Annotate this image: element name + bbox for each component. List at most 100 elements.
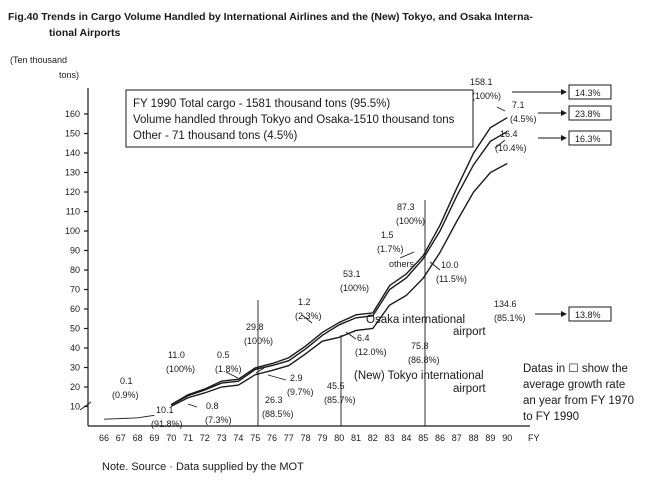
ann-19-share: (10.4%) bbox=[495, 143, 527, 153]
x-tick-label: 67 bbox=[116, 433, 126, 443]
x-tick-label: 74 bbox=[233, 433, 243, 443]
y-unit-label-line1: (Ten thousand bbox=[10, 55, 67, 65]
arrowhead-growth-4 bbox=[561, 311, 567, 317]
ann-12-value: 45.5 bbox=[327, 381, 345, 391]
info-box bbox=[125, 89, 474, 148]
legend-note-line4: to FY 1990 bbox=[523, 411, 579, 423]
ann-2-share: (91.8%) bbox=[151, 419, 183, 429]
y-tick-label: 20 bbox=[70, 382, 80, 392]
growth-rate-1: 14.3% bbox=[575, 88, 601, 98]
ann-5-value: 0.5 bbox=[217, 350, 230, 360]
pointer-j bbox=[494, 139, 506, 149]
source-note: Note. Source · Data supplied by the MOT bbox=[102, 461, 304, 473]
info-line-2: Volume handled through Tokyo and Osaka-1… bbox=[133, 114, 455, 126]
growth-rate-box-4 bbox=[568, 306, 612, 322]
ann-17-share: (100%) bbox=[472, 91, 501, 101]
y-unit-label-line2: tons) bbox=[59, 70, 79, 80]
pointer-c bbox=[225, 371, 239, 379]
ann-12-share: (85.7%) bbox=[324, 395, 356, 405]
y-tick-label: 70 bbox=[70, 285, 80, 295]
x-ticks: 66 67 68 69 70 71 72 73 74 75 76 77 78 79 80 81 82 83 84 85… bbox=[99, 433, 512, 443]
ann-1-share: (0.9%) bbox=[112, 390, 139, 400]
y-ticks: 10 20 30 40 50 60 70 80 90 100 110 120 130 140 150 160 bbox=[65, 109, 88, 412]
x-tick-label: 84 bbox=[401, 433, 411, 443]
ann-13-value: 87.3 bbox=[397, 202, 415, 212]
y-tick-label: 10 bbox=[70, 402, 80, 412]
x-tick-label: 90 bbox=[502, 433, 512, 443]
y-tick-label: 50 bbox=[70, 324, 80, 334]
ann-15-share: (11.5%) bbox=[436, 274, 467, 284]
info-line-3: Other - 71 thousand tons (4.5%) bbox=[133, 130, 297, 142]
label-tokyo-line2: airport bbox=[453, 383, 486, 395]
label-others: others bbox=[389, 259, 415, 269]
x-tick-label: 87 bbox=[452, 433, 462, 443]
x-tick-label: 71 bbox=[183, 433, 193, 443]
y-tick-label: 140 bbox=[65, 148, 80, 158]
ann-4-share: (7.3%) bbox=[205, 415, 232, 425]
info-line-1: FY 1990 Total cargo - 1581 thousand tons… bbox=[133, 98, 390, 110]
ann-9-value: 1.2 bbox=[298, 297, 311, 307]
x-tick-label: 80 bbox=[334, 433, 344, 443]
x-tick-label: 81 bbox=[351, 433, 361, 443]
label-tokyo-line1: (New) Tokyo international bbox=[354, 370, 484, 382]
ann-7-value: 26.3 bbox=[265, 395, 283, 405]
growth-rate-box-2 bbox=[568, 105, 612, 121]
ann-18-share: (4.5%) bbox=[510, 114, 537, 124]
ann-9-share: (2.3%) bbox=[295, 311, 322, 321]
y-tick-label: 120 bbox=[65, 187, 80, 197]
ann-11-value: 6.4 bbox=[357, 333, 370, 343]
ann-2-value: 10.1 bbox=[156, 405, 174, 415]
ann-20-share: (85.1%) bbox=[494, 313, 526, 323]
legend-note-line1: Datas in ☐ show the bbox=[523, 363, 628, 375]
ann-10-value: 53.1 bbox=[343, 269, 361, 279]
ann-17-value: 158.1 bbox=[470, 77, 493, 87]
x-unit-label: FY bbox=[528, 433, 540, 443]
ann-19-value: 16.4 bbox=[500, 129, 518, 139]
ann-18-value: 7.1 bbox=[512, 100, 525, 110]
label-osaka-line1: Osaka international bbox=[366, 314, 465, 326]
pointer-h bbox=[429, 261, 441, 271]
y-tick-label: 60 bbox=[70, 304, 80, 314]
pointer-e bbox=[301, 314, 313, 324]
y-tick-label: 40 bbox=[70, 343, 80, 353]
growth-rate-2: 23.8% bbox=[575, 109, 601, 119]
series-line-1 bbox=[170, 117, 508, 406]
ann-3-value: 11.0 bbox=[168, 350, 185, 360]
ann-11-share: (12.0%) bbox=[355, 347, 387, 357]
x-tick-label: 70 bbox=[166, 433, 176, 443]
ann-3-share: (100%) bbox=[166, 364, 195, 374]
y-tick-label: 100 bbox=[65, 226, 80, 236]
pointer-g bbox=[399, 251, 415, 259]
x-tick-label: 88 bbox=[469, 433, 479, 443]
x-tick-label: 85 bbox=[418, 433, 428, 443]
figure-title-line2: tional Airports bbox=[49, 27, 121, 39]
ann-6-value: 29.8 bbox=[246, 322, 264, 332]
ann-14-value: 1.5 bbox=[381, 230, 394, 240]
arrowhead-growth-1 bbox=[561, 89, 567, 95]
x-tick-label: 66 bbox=[99, 433, 109, 443]
legend-note-line2: average growth rate bbox=[523, 379, 625, 391]
ann-10-share: (100%) bbox=[340, 283, 369, 293]
x-tick-label: 68 bbox=[133, 433, 143, 443]
y-tick-label: 130 bbox=[65, 168, 80, 178]
ann-8-value: 2.9 bbox=[290, 373, 303, 383]
y-tick-label: 150 bbox=[65, 129, 80, 139]
ann-1-value: 0.1 bbox=[120, 376, 133, 386]
arrowhead-growth-2 bbox=[561, 110, 567, 116]
x-tick-label: 77 bbox=[284, 433, 294, 443]
y-tick-label: 160 bbox=[65, 109, 80, 119]
x-tick-label: 89 bbox=[485, 433, 495, 443]
series-line-4 bbox=[103, 414, 155, 420]
x-tick-label: 73 bbox=[217, 433, 227, 443]
growth-rate-3: 16.3% bbox=[575, 134, 601, 144]
ann-15-value: 10.0 bbox=[441, 260, 459, 270]
series-line-2 bbox=[170, 130, 508, 406]
pointer-k bbox=[255, 367, 265, 374]
pointer-d bbox=[267, 374, 287, 381]
ann-7-share: (88.5%) bbox=[262, 409, 294, 419]
x-tick-label: 76 bbox=[267, 433, 277, 443]
growth-rate-box-1 bbox=[568, 84, 612, 100]
label-osaka-line2: airport bbox=[453, 326, 486, 338]
